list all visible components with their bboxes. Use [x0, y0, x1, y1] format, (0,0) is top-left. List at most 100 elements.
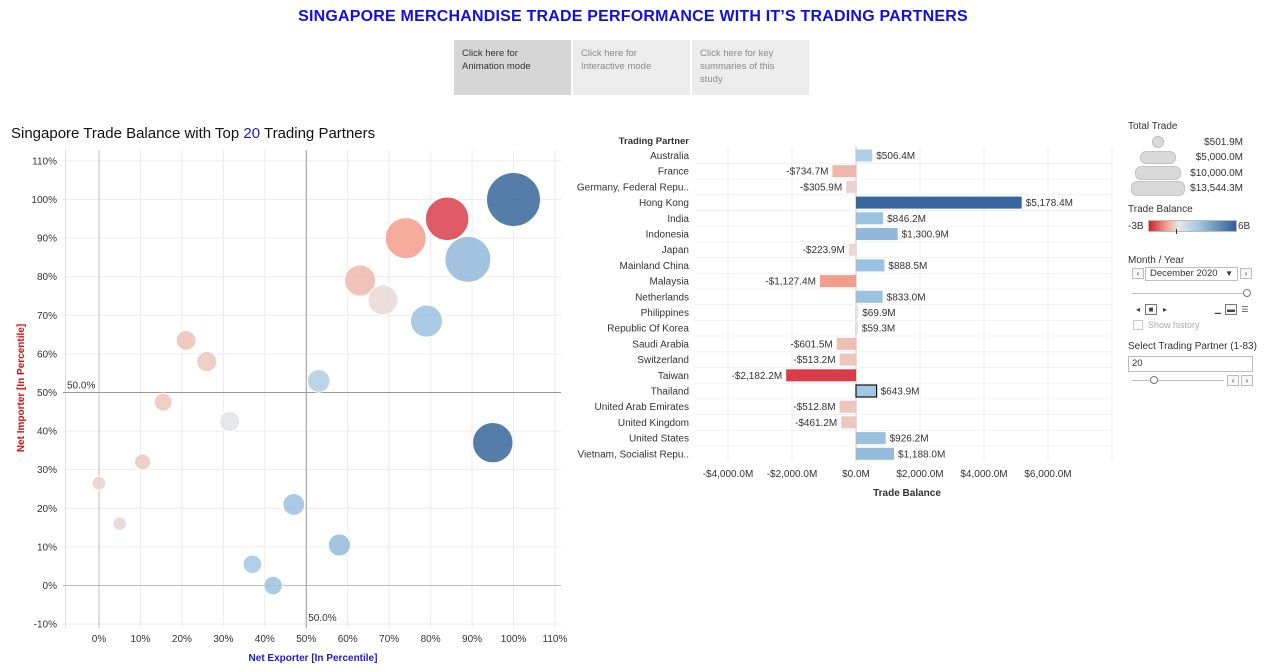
y-tick-label: 0% [43, 581, 58, 592]
size-legend-value-4: $13,544.3M [1190, 183, 1243, 194]
reference-line-x-label: 50.0% [308, 613, 336, 624]
interactive-mode-label-2: Interactive mode [581, 61, 652, 72]
scatter-point [196, 351, 218, 373]
y-tick-label: 90% [37, 234, 57, 245]
month-year-select[interactable]: December 2020 ▼ [1145, 267, 1238, 281]
bar-x-tick-label: -$4,000.0M [703, 469, 754, 480]
color-legend-marker [1176, 229, 1177, 234]
chart-subtitle: Singapore Trade Balance with Top 20 Trad… [11, 125, 375, 142]
month-year-value: December 2020 [1150, 268, 1218, 279]
next-month-button[interactable]: › [1240, 268, 1252, 279]
scatter-point [409, 304, 444, 338]
y-tick-label: -10% [34, 620, 57, 631]
size-legend-value-3: $10,000.0M [1190, 168, 1243, 179]
y-tick-label: 40% [37, 427, 57, 438]
scatter-point [242, 554, 263, 575]
prev-month-button[interactable]: ‹ [1132, 268, 1144, 279]
trading-partner-value: 20 [1132, 358, 1143, 369]
bar [841, 416, 856, 429]
stop-icon[interactable]: ■ [1145, 304, 1157, 315]
bar-value-label: -$601.5M [791, 339, 833, 350]
bar-value-label: $926.2M [890, 434, 929, 445]
color-legend-max: 6B [1238, 221, 1251, 232]
bar [856, 447, 895, 460]
bar-category-label: Malaysia [650, 277, 690, 288]
bar-category-label: Saudi Arabia [632, 339, 689, 350]
speed-slow-icon[interactable]: ▁ [1214, 305, 1222, 314]
trading-partner-select-title: Select Trading Partner (1-83) [1128, 341, 1257, 352]
bar-category-label: Vietnam, Socialist Repu.. [577, 449, 689, 460]
subtitle-count[interactable]: 20 [243, 125, 261, 142]
bar-category-label: Netherlands [635, 292, 689, 303]
scatter-point [367, 284, 399, 316]
interactive-mode-button[interactable]: Click here for Interactive mode [573, 40, 690, 95]
bar-value-label: -$2,182.2M [732, 371, 783, 382]
bar-value-label: $506.4M [876, 151, 915, 162]
x-tick-label: 70% [379, 634, 399, 645]
trading-partner-input[interactable]: 20 [1128, 356, 1253, 372]
x-tick-label: 100% [501, 634, 527, 645]
category-header: Trading Partner [619, 136, 690, 147]
trading-partner-next-button[interactable]: › [1241, 375, 1253, 386]
y-axis-title: Net Importer [In Percentile] [16, 324, 27, 452]
page-title: SINGAPORE MERCHANDISE TRADE PERFORMANCE … [298, 8, 968, 25]
scatter-point [327, 533, 352, 557]
key-summaries-button[interactable]: Click here for key summaries of this stu… [692, 40, 809, 95]
bar [819, 275, 856, 288]
x-tick-label: 0% [92, 634, 107, 645]
play-back-icon[interactable]: ◂ [1135, 305, 1140, 314]
x-tick-label: 60% [338, 634, 358, 645]
bar-category-label: Philippines [641, 308, 689, 319]
size-legend-value-2: $5,000.0M [1195, 152, 1243, 163]
bar-category-label: Mainland China [620, 261, 690, 272]
trading-partner-prev-button[interactable]: ‹ [1227, 375, 1239, 386]
speed-medium-icon[interactable]: ▬ [1225, 304, 1237, 315]
show-history-checkbox[interactable] [1133, 320, 1143, 330]
reference-line-y-label: 50.0% [67, 381, 95, 392]
y-tick-label: 10% [37, 542, 57, 553]
bar [786, 369, 856, 382]
color-legend-min: -3B [1128, 221, 1144, 232]
animation-mode-button[interactable]: Click here for Animation mode [454, 40, 571, 95]
bar-category-label: Germany, Federal Repu.. [577, 182, 689, 193]
show-history-label: Show history [1148, 320, 1200, 330]
x-tick-label: 30% [213, 634, 233, 645]
bar-value-label: $69.9M [862, 308, 895, 319]
total-trade-legend-title: Total Trade [1128, 121, 1178, 132]
bar [839, 400, 856, 413]
bar-value-label: $59.3M [862, 324, 895, 335]
play-forward-icon[interactable]: ▸ [1162, 305, 1167, 314]
subtitle-prefix: Singapore Trade Balance with Top [11, 125, 244, 142]
bar [856, 196, 1022, 209]
y-tick-label: 100% [31, 195, 57, 206]
month-slider-handle[interactable] [1243, 289, 1251, 297]
y-tick-label: 50% [37, 388, 57, 399]
bar-value-label: -$223.9M [803, 245, 845, 256]
bar-x-tick-label: $6,000.0M [1024, 469, 1071, 480]
x-tick-label: 10% [130, 634, 150, 645]
trading-partner-slider-track[interactable] [1132, 380, 1224, 381]
x-tick-label: 40% [255, 634, 275, 645]
bar [856, 212, 884, 225]
x-tick-label: 110% [543, 634, 568, 645]
speed-fast-icon[interactable]: ☰ [1241, 305, 1249, 314]
trading-partner-slider-handle[interactable] [1150, 376, 1158, 384]
interactive-mode-label-1: Click here for [581, 48, 637, 59]
month-slider-track[interactable] [1132, 293, 1247, 294]
bar-category-label: United Arab Emirates [595, 402, 690, 413]
scatter-point [344, 264, 377, 297]
scatter-point [472, 421, 514, 464]
bar-category-label: India [667, 214, 689, 225]
bar-value-label: -$1,127.4M [765, 277, 816, 288]
size-legend-value-1: $501.9M [1204, 137, 1243, 148]
y-tick-label: 110% [32, 156, 57, 167]
bar-value-label: -$305.9M [800, 182, 842, 193]
bar [856, 259, 885, 272]
bar [832, 165, 856, 178]
bar-category-label: Thailand [651, 387, 689, 398]
scatter-point [263, 575, 283, 596]
month-year-title: Month / Year [1128, 255, 1185, 266]
animation-mode-label-2: Animation mode [462, 61, 531, 72]
size-legend-mark-4 [1131, 181, 1185, 196]
key-summaries-label-3: study [700, 74, 723, 85]
